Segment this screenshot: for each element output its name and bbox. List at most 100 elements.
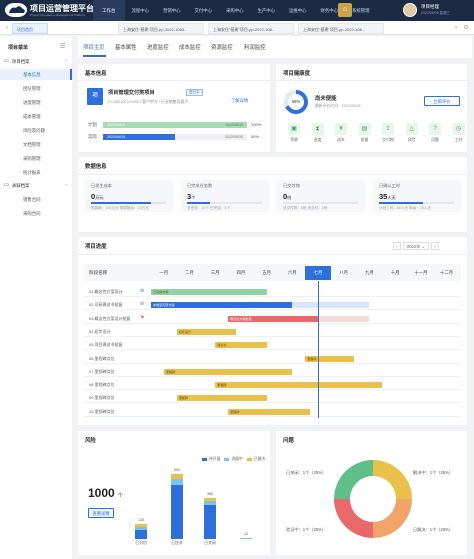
risk-bar-segment[interactable] [171, 474, 183, 479]
gantt-bar[interactable]: 里程碑 [176, 395, 267, 402]
gantt-bar[interactable]: 概念性方案批复 [228, 315, 319, 322]
month-header[interactable]: 六月 [287, 270, 297, 275]
month-header[interactable]: 五月 [262, 270, 271, 275]
sidebar-item-docs[interactable]: 文档管理 [23, 142, 41, 147]
gantt-row[interactable]: 06.里程碑点位 [84, 353, 461, 364]
tab-profit-monitor[interactable]: 利润监控 [244, 45, 266, 51]
collapse-icon[interactable]: ☰ [60, 44, 66, 50]
nav-delivery[interactable]: 交付中心 [194, 8, 213, 13]
tab-resource-monitor[interactable]: 资源监控 [211, 45, 233, 51]
month-header[interactable]: 四月 [236, 270, 246, 275]
nav-purchase[interactable]: 采购中心 [225, 8, 244, 13]
gantt-row[interactable]: 07.里程碑点位 [84, 366, 461, 377]
detail-link[interactable]: 了解详情 [231, 98, 249, 103]
gantt-bar[interactable]: 里程碑 [228, 408, 311, 415]
gantt-row[interactable]: 09.里程碑点位 [84, 392, 461, 404]
nav-marketing[interactable]: 营销中心 [162, 8, 181, 13]
page-tab-home[interactable]: 项目首页 [12, 23, 48, 34]
tabs-prev-icon[interactable]: ‹ [6, 25, 8, 31]
sidebar-item-sales-contract[interactable]: 销售合同 [23, 197, 41, 202]
health-item-hourglass[interactable]: ⧗ 进度 [305, 123, 331, 147]
tabs-next-icon[interactable]: › [455, 25, 457, 31]
sub-tabs: 项目主页 基本属性 进度监控 成本监控 资源监控 利润监控 [78, 36, 472, 58]
page-tab-project-3[interactable]: 上海安住"基建"项目-pp-2022-108... [298, 23, 384, 34]
gantt-bar[interactable]: 里程碑 [305, 355, 355, 362]
month-header[interactable]: 十一月 [414, 270, 428, 275]
health-item-delivery[interactable]: ⇪ 交付物 [375, 123, 401, 147]
year-prev-icon[interactable]: ‹ [393, 242, 401, 250]
sidebar-item-basic-info[interactable]: 基本信息 [0, 69, 72, 80]
issue-status: 已关闭 [286, 470, 299, 475]
risk-bar-segment[interactable] [135, 530, 147, 539]
sidebar-group-related-archive[interactable]: ▭ 关联档案 ⌃ [0, 180, 72, 191]
gantt-bar[interactable]: 里程碑 [215, 382, 383, 389]
tab-project-home[interactable]: 项目主页 [83, 45, 105, 51]
tab-basic-attrs[interactable]: 基本属性 [115, 45, 137, 51]
user-name[interactable]: 项目经理 [421, 4, 439, 9]
gantt-row[interactable]: 01.概念性方案设计 ⊘ [84, 286, 461, 297]
gantt-bar[interactable]: 里程碑 [163, 368, 293, 375]
health-panel: 项目健康度 [276, 64, 467, 152]
risk-bar-segment[interactable] [171, 478, 183, 486]
month-header[interactable]: 八月 [339, 270, 349, 275]
sidebar-item-reports[interactable]: 统计报表 [23, 170, 41, 175]
month-header[interactable]: 十二月 [439, 270, 454, 275]
health-item-warning[interactable]: △ 风险 [399, 123, 425, 147]
month-header[interactable]: 二月 [185, 270, 194, 275]
risk-bar-segment[interactable] [204, 504, 216, 539]
year-next-icon[interactable]: › [431, 242, 439, 250]
sidebar-item-purchase[interactable]: 采购管理 [23, 156, 41, 161]
avatar[interactable] [403, 3, 417, 17]
health-item-folder[interactable]: ▣ 资源 [281, 123, 307, 147]
nav-workbench[interactable]: 工作台 [93, 0, 125, 21]
sidebar-item-cost[interactable]: 成本管理 [23, 114, 41, 119]
gantt-row[interactable]: 10.里程碑点位 [84, 406, 461, 417]
home-icon[interactable]: ⌂ [338, 3, 352, 17]
page-tab-project-1[interactable]: 上海安住"基建"项目-pp-2022-1083... [118, 23, 204, 34]
page-tab-project-2[interactable]: 上海安住"基建"项目-pp-2022-108... [208, 23, 294, 34]
gantt-row[interactable]: 08.里程碑点位 [84, 379, 461, 391]
gantt-bar[interactable]: 已完成方案 [151, 289, 267, 295]
risk-bar-segment[interactable] [204, 501, 216, 505]
gantt-row[interactable]: 03.概念性方案设计批复 ⚑ [84, 313, 461, 324]
risk-detail-button[interactable]: 查看详情 [88, 508, 114, 518]
month-header[interactable]: 七月 [305, 266, 331, 280]
risk-bar-segment[interactable] [135, 527, 147, 531]
sidebar-item-team[interactable]: 团队管理 [23, 86, 41, 91]
sidebar-item-schedule[interactable]: 进度管理 [23, 100, 41, 105]
evaluate-button[interactable]: 立即评价 [424, 96, 460, 106]
gantt-bar[interactable]: 初步设计 [176, 328, 236, 335]
nav-process[interactable]: 流程中心 [131, 8, 150, 13]
risk-bar-segment[interactable] [171, 485, 183, 539]
nav-finance[interactable]: 财务中心 [320, 8, 339, 13]
sidebar-item-risk[interactable]: 风险及问题 [23, 128, 45, 133]
month-header[interactable]: 十月 [390, 270, 400, 275]
gantt-bar[interactable]: 本批复可研方案 [151, 302, 293, 309]
nav-production[interactable]: 生产中心 [257, 8, 276, 13]
risk-bar-segment[interactable] [240, 537, 252, 539]
year-select[interactable]: 2022年 ⌄ [403, 242, 429, 250]
gantt-row[interactable]: 04.初步设计 [84, 326, 461, 337]
health-item-label: 问题 [431, 138, 439, 142]
gantt-row[interactable]: 05.项目建议书批复 [84, 339, 461, 351]
tab-cost-monitor[interactable]: 成本监控 [179, 45, 201, 51]
health-item-document[interactable]: ▤ 质量 [352, 123, 378, 147]
gantt-bar[interactable]: 建议书 [215, 342, 267, 349]
health-item-question[interactable]: ? 问题 [422, 123, 448, 147]
sidebar-item-purchase-contract[interactable]: 采购合同 [23, 211, 41, 216]
health-item-hours[interactable]: ◷ 工时 [446, 123, 472, 147]
month-header[interactable]: 九月 [364, 270, 374, 275]
nav-system[interactable]: 系统管理 [351, 8, 370, 13]
month-header[interactable]: 三月 [210, 270, 220, 275]
risk-bar-segment[interactable] [204, 498, 216, 502]
risk-bar-total: 12 [244, 531, 248, 536]
tabs-more-icon[interactable]: ⊙ [463, 25, 469, 31]
gantt-row[interactable]: 02.可研建议书批复 ⊘ [84, 299, 461, 311]
risk-bar-segment[interactable] [135, 524, 147, 528]
nav-operations[interactable]: 运维中心 [288, 8, 307, 13]
month-header[interactable]: 一月 [159, 270, 169, 275]
sidebar-group-project-archive[interactable]: ▭ 项目档案 ⌃ [0, 56, 72, 67]
tab-schedule-monitor[interactable]: 进度监控 [147, 45, 169, 51]
risk-bar-category: 已关闭 [204, 541, 216, 545]
health-item-coin[interactable]: ¥ 成本 [328, 123, 354, 147]
